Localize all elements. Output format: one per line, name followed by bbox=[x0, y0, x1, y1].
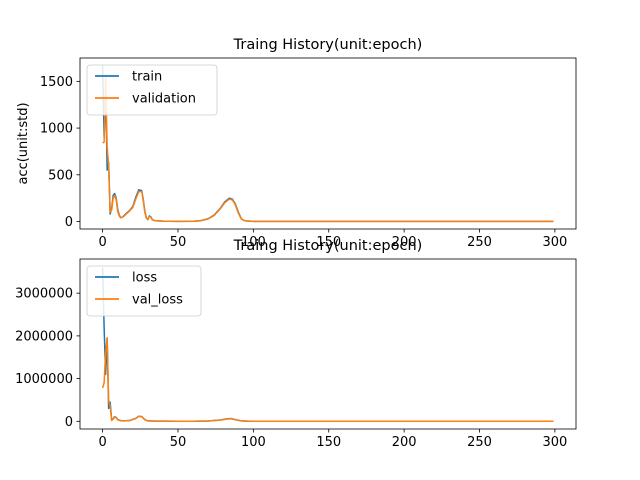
x-tick-label: 300 bbox=[542, 235, 567, 250]
x-tick-label: 250 bbox=[467, 235, 492, 250]
x-tick-label: 150 bbox=[316, 435, 341, 450]
y-tick-label: 1000000 bbox=[15, 372, 73, 387]
x-tick-label: 150 bbox=[316, 235, 341, 250]
legend-label-validation: validation bbox=[132, 92, 196, 107]
chart-accuracy: 0 50 100 150 200 250 300 0 500 1000 1500 acc(unit:s… bbox=[16, 37, 577, 250]
legend-label-loss: loss bbox=[132, 271, 157, 286]
x-tick-label: 100 bbox=[241, 235, 266, 250]
y-tick-label: 500 bbox=[48, 168, 73, 183]
x-tick-label: 50 bbox=[170, 435, 187, 450]
series-line-val_loss bbox=[101, 337, 554, 423]
x-tick-label: 200 bbox=[392, 435, 417, 450]
y-axis-label: acc(unit:std) bbox=[16, 102, 31, 184]
y-tick-label: 0 bbox=[65, 215, 73, 230]
legend-label-train: train bbox=[132, 70, 162, 85]
x-tick-label: 0 bbox=[98, 235, 106, 250]
chart-title: Traing History(unit:epoch) bbox=[233, 37, 423, 53]
x-tick-label: 200 bbox=[392, 235, 417, 250]
y-tick-label: 1000 bbox=[40, 122, 73, 137]
legend-label-val_loss: val_loss bbox=[132, 293, 183, 308]
x-tick-label: 250 bbox=[467, 435, 492, 450]
y-tick-label: 3000000 bbox=[15, 287, 73, 302]
plot-frame bbox=[79, 258, 577, 430]
chart-loss: 0 50 100 150 200 250 300 0 1000000 2000000 3000000… bbox=[15, 238, 577, 450]
y-tick-label: 1500 bbox=[40, 75, 73, 90]
legend-box bbox=[86, 265, 202, 317]
x-tick-label: 50 bbox=[170, 235, 187, 250]
legend-box bbox=[86, 64, 218, 116]
series-line-validation bbox=[102, 75, 554, 223]
chart-title: Traing History(unit:epoch) bbox=[233, 238, 423, 254]
x-tick-label: 0 bbox=[98, 435, 106, 450]
x-tick-label: 100 bbox=[241, 435, 266, 450]
plot-frame bbox=[79, 57, 577, 230]
y-tick-label: 2000000 bbox=[15, 329, 73, 344]
y-tick-label: 0 bbox=[65, 415, 73, 430]
x-tick-label: 300 bbox=[542, 435, 567, 450]
